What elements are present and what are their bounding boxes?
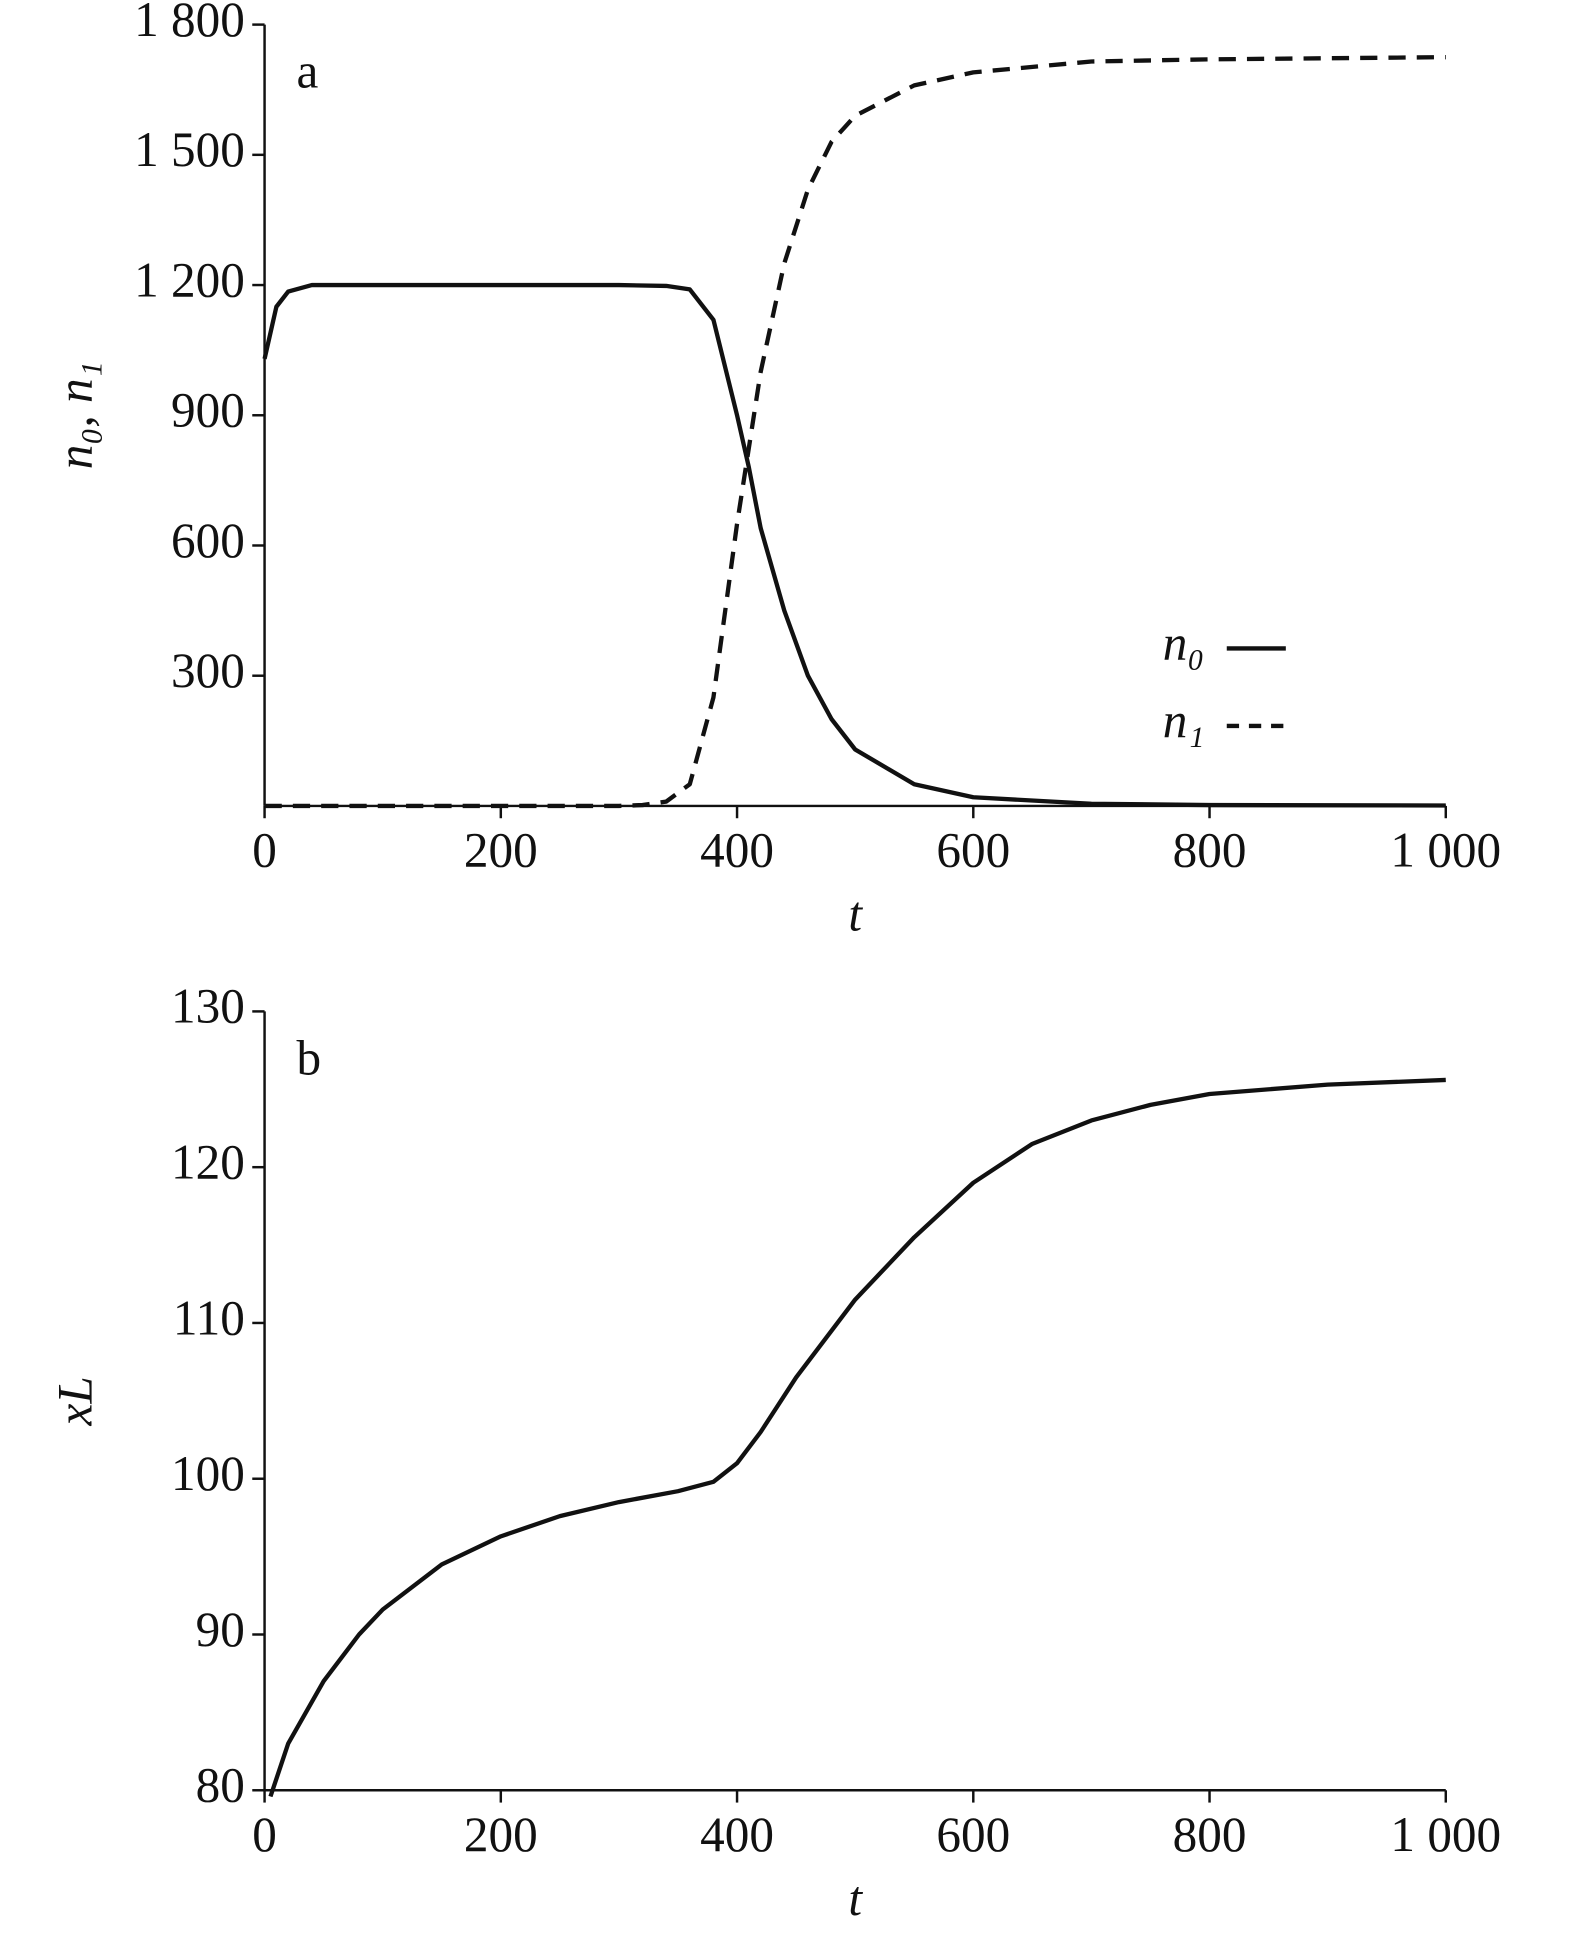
x-axis-label: t	[848, 886, 863, 941]
y-tick-label: 90	[196, 1602, 245, 1657]
x-tick-label: 800	[1173, 822, 1247, 877]
x-tick-label: 600	[936, 1807, 1010, 1862]
x-tick-label: 0	[252, 1807, 277, 1862]
series-line	[268, 1077, 1446, 1798]
y-tick-label: 1 800	[134, 0, 245, 47]
y-tick-label: 1 200	[134, 252, 245, 307]
x-tick-label: 1 000	[1390, 1807, 1501, 1862]
x-tick-label: 1 000	[1390, 822, 1501, 877]
x-axis-label: t	[848, 1871, 863, 1926]
y-tick-label: 600	[171, 513, 245, 568]
y-tick-label: 80	[196, 1758, 245, 1813]
x-tick-label: 600	[936, 822, 1010, 877]
y-tick-label: 300	[171, 643, 245, 698]
series-line	[264, 55, 1446, 809]
y-tick-label: 100	[171, 1446, 245, 1501]
x-tick-label: 200	[464, 1807, 538, 1862]
y-tick-label: 130	[171, 979, 245, 1034]
legend-label: n₁	[1163, 693, 1205, 748]
series-line	[262, 282, 1446, 808]
legend-label: n₀	[1163, 616, 1205, 671]
y-axis-label: xL	[47, 1376, 102, 1426]
y-tick-label: 1 500	[134, 122, 245, 177]
x-tick-label: 200	[464, 822, 538, 877]
x-tick-label: 800	[1173, 1807, 1247, 1862]
x-tick-label: 0	[252, 822, 277, 877]
x-tick-label: 400	[700, 822, 774, 877]
y-tick-label: 120	[171, 1134, 245, 1189]
y-tick-label: 900	[171, 383, 245, 438]
panel-label: a	[297, 44, 319, 99]
y-tick-label: 110	[173, 1290, 245, 1345]
panel-label: b	[297, 1030, 322, 1085]
y-axis-label: n₀, n₁	[47, 361, 102, 469]
x-tick-label: 400	[700, 1807, 774, 1862]
